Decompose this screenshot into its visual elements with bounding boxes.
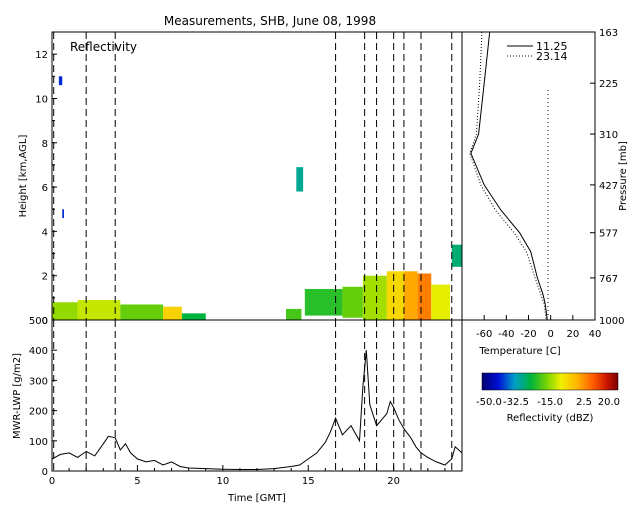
colorbar-tick-label: -50.0 xyxy=(476,397,502,408)
lwp-axis-label: MWR-LWP [g/m2] xyxy=(12,353,23,439)
colorbar-tick-label: 20.0 xyxy=(598,397,620,408)
reflectivity-cell xyxy=(296,167,304,192)
reflectivity-cell xyxy=(286,308,302,320)
reflectivity-cell xyxy=(163,306,182,320)
height-tick-label: 10 xyxy=(35,94,48,105)
height-axis-ticks: 0 2 4 6 8 10 12 xyxy=(35,50,57,327)
reflectivity-cell xyxy=(386,271,404,320)
temperature-tick-label: 0 xyxy=(547,329,553,340)
colorbar-label: Reflectivity (dBZ) xyxy=(507,413,594,424)
time-axis-label: Time [GMT] xyxy=(227,493,286,504)
sounding-profile-solid xyxy=(470,31,548,321)
sounding-profile-dotted xyxy=(469,31,547,321)
pressure-tick-label: 310 xyxy=(599,130,618,141)
time-tick-label: 15 xyxy=(302,476,315,487)
reflectivity-colorbar: -50.0 -32.5 -15.0 2.5 20.0 Reflectivity (dBZ… xyxy=(476,372,620,424)
sounding-frame xyxy=(461,31,596,321)
lwp-tick-label: 300 xyxy=(29,376,48,387)
height-axis-label: Height [km,AGL] xyxy=(18,135,29,218)
legend-solid-label: 11.25 xyxy=(536,40,568,53)
pressure-axis-label: Pressure [mb] xyxy=(618,141,629,211)
lwp-tick-label: 400 xyxy=(29,346,48,357)
reflectivity-cells xyxy=(52,76,462,320)
event-dashed-lines-bottom xyxy=(53,320,453,471)
lwp-series-line xyxy=(51,350,463,470)
reflectivity-cell xyxy=(120,304,164,320)
colorbar-gradient xyxy=(481,372,619,391)
reflectivity-cell xyxy=(58,76,63,86)
reflectivity-panel: Reflectivity Height [km,AGL] 0 2 4 6 8 10 12 xyxy=(18,31,463,327)
temperature-tick-label: -20 xyxy=(520,329,536,340)
time-axis-ticks: 0 5 10 15 20 xyxy=(49,465,446,487)
lwp-frame xyxy=(51,319,463,472)
colorbar-tick-label: 2.5 xyxy=(576,397,592,408)
reflectivity-cell xyxy=(77,300,121,320)
reflectivity-cell xyxy=(181,313,206,320)
time-tick-label: 10 xyxy=(216,476,229,487)
pressure-tick-label: 163 xyxy=(599,28,618,39)
reflectivity-cell xyxy=(403,271,418,320)
height-tick-label: 8 xyxy=(42,139,48,150)
temperature-tick-label: -40 xyxy=(498,329,514,340)
pressure-tick-label: 577 xyxy=(599,229,618,240)
temperature-axis-label: Temperature [C] xyxy=(478,346,560,357)
temperature-tick-label: 20 xyxy=(566,329,579,340)
pressure-tick-label: 427 xyxy=(599,181,618,192)
time-tick-label: 5 xyxy=(134,476,140,487)
temperature-tick-label: -60 xyxy=(476,329,492,340)
pressure-tick-label: 1000 xyxy=(599,316,624,327)
time-tick-label: 0 xyxy=(49,476,55,487)
time-tick-label: 20 xyxy=(387,476,400,487)
event-dashed-lines-top xyxy=(53,32,453,320)
colorbar-ticks: -50.0 -32.5 -15.0 2.5 20.0 xyxy=(476,397,620,408)
pressure-tick-label: 767 xyxy=(599,274,618,285)
lwp-tick-label: 200 xyxy=(29,407,48,418)
lwp-tick-label: 0 xyxy=(42,467,48,478)
colorbar-tick-label: -32.5 xyxy=(503,397,529,408)
height-tick-label: 6 xyxy=(42,183,48,194)
pressure-axis-ticks: 163 225 310 427 577 767 1000 xyxy=(590,28,624,327)
temperature-axis-ticks: -60 -40 -20 0 20 40 xyxy=(476,315,601,340)
height-tick-label: 12 xyxy=(35,50,48,61)
lwp-tick-label: 500 xyxy=(29,316,48,327)
lwp-panel: MWR-LWP [g/m2] Time [GMT] 01002003004005… xyxy=(12,316,463,504)
legend-dotted-label: 23.14 xyxy=(536,50,568,63)
reflectivity-cell xyxy=(342,286,363,318)
lwp-tick-label: 100 xyxy=(29,437,48,448)
colorbar-tick-label: -15.0 xyxy=(537,397,563,408)
height-tick-label: 4 xyxy=(42,227,48,238)
reflectivity-cell xyxy=(417,273,432,320)
sounding-panel: 11.25 23.14 163 225 310 427 577 767 1000 -60 -4… xyxy=(461,28,629,357)
reflectivity-cell xyxy=(451,244,462,267)
sounding-legend: 11.25 23.14 xyxy=(507,40,568,63)
reflectivity-cell xyxy=(431,284,451,320)
reflectivity-cell xyxy=(362,275,387,320)
reflectivity-panel-label: Reflectivity xyxy=(70,40,137,54)
figure-title: Measurements, SHB, June 08, 1998 xyxy=(164,14,376,28)
reflectivity-cell xyxy=(62,209,64,219)
reflectivity-cell xyxy=(52,302,78,320)
temperature-tick-label: 40 xyxy=(589,329,602,340)
reflectivity-cell xyxy=(304,288,343,316)
pressure-tick-label: 225 xyxy=(599,79,618,90)
height-tick-label: 0 xyxy=(42,316,48,327)
height-tick-label: 2 xyxy=(42,272,48,283)
lwp-axis-ticks: 0 100 200 300 400 500 xyxy=(29,316,57,478)
